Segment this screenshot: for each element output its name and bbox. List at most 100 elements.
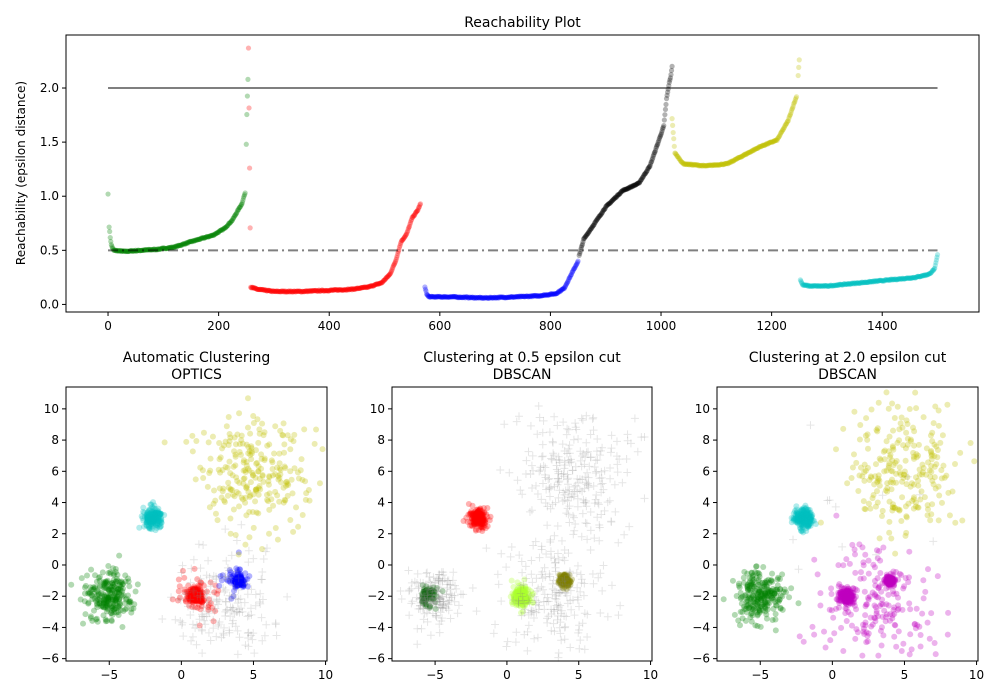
reachability-point	[311, 288, 317, 294]
reachability-point	[312, 288, 318, 294]
reachability-point	[528, 293, 534, 299]
cluster-point	[729, 577, 736, 584]
cluster-point	[107, 585, 114, 592]
noise-point	[528, 451, 537, 460]
reachability-point	[279, 288, 285, 294]
cluster-point	[929, 438, 936, 445]
noise-point	[607, 581, 616, 590]
reachability-point	[271, 288, 278, 294]
reachability-point	[370, 283, 377, 289]
reachability-point	[295, 288, 301, 294]
reachability-point	[304, 288, 310, 294]
reachability-point	[531, 293, 537, 299]
cluster-point	[246, 508, 253, 515]
noise-point	[272, 631, 281, 640]
reachability-point	[237, 204, 243, 211]
cluster-point	[753, 563, 760, 570]
cluster-point	[250, 420, 257, 427]
reachability-point	[446, 294, 452, 300]
reachability-point	[185, 240, 191, 246]
reachability-point	[430, 294, 436, 300]
reachability-point	[669, 63, 675, 69]
reachability-point	[241, 193, 247, 199]
cluster-point	[111, 593, 118, 600]
cluster-point	[298, 456, 305, 463]
reachability-point	[437, 294, 443, 300]
reachability-point	[500, 294, 506, 301]
reachability-point	[414, 208, 420, 214]
reachability-point	[446, 294, 452, 300]
cluster-point	[204, 483, 211, 490]
reachability-point	[465, 295, 472, 301]
reachability-point	[364, 284, 370, 290]
cluster-point	[132, 588, 139, 595]
reachability-point	[512, 294, 519, 300]
noise-point	[640, 494, 649, 503]
reachability-point	[360, 284, 367, 290]
cluster-point	[252, 486, 259, 493]
cluster-point	[268, 457, 275, 464]
reachability-point	[196, 236, 202, 242]
reachability-point	[361, 284, 367, 290]
reachability-point	[307, 288, 314, 294]
reachability-point	[515, 294, 521, 300]
noise-point	[405, 586, 414, 595]
reachability-point	[275, 289, 281, 295]
reachability-point	[485, 295, 491, 301]
noise-point	[600, 506, 609, 515]
cluster-point	[939, 432, 946, 439]
cluster-point	[731, 611, 738, 618]
noise-point	[583, 633, 592, 642]
noise-point	[482, 544, 491, 553]
reachability-point	[202, 235, 208, 241]
reachability-point	[346, 286, 352, 292]
reachability-point	[671, 136, 677, 142]
cluster-point	[879, 507, 886, 514]
reachability-point	[460, 294, 466, 300]
cluster-point	[266, 530, 273, 537]
y-tick-label: 2	[377, 527, 385, 541]
reachability-point	[184, 240, 190, 246]
reachability-point	[468, 294, 474, 301]
cluster-point	[887, 451, 894, 458]
reachability-point	[237, 204, 243, 210]
reachability-point	[207, 233, 213, 239]
cluster-point	[311, 440, 318, 447]
noise-point	[446, 614, 455, 623]
cluster-point	[175, 588, 182, 595]
reachability-point	[302, 288, 308, 294]
y-tick-label: 4	[51, 496, 59, 510]
cluster-point	[246, 448, 253, 455]
reachability-point	[356, 285, 362, 291]
cluster-point	[245, 395, 252, 402]
reachability-point	[259, 286, 265, 293]
reachability-point	[216, 228, 222, 234]
reachability-point	[497, 294, 503, 300]
noise-point	[590, 463, 599, 472]
reachability-point	[344, 287, 350, 293]
reachability-point	[334, 287, 341, 293]
reachability-point	[160, 245, 166, 251]
noise-point	[578, 416, 587, 425]
reachability-point	[376, 281, 383, 287]
reachability-point	[186, 239, 192, 245]
noise-point	[559, 418, 568, 427]
cluster-point	[134, 581, 141, 588]
cluster-point	[756, 573, 763, 580]
reachability-point	[316, 287, 322, 293]
cluster-point	[817, 519, 824, 526]
noise-point	[158, 615, 167, 624]
cluster-point	[82, 611, 89, 618]
noise-point	[523, 646, 532, 655]
cluster-point	[259, 545, 266, 552]
reachability-point	[227, 220, 233, 226]
cluster-point	[863, 415, 870, 422]
reachability-point	[182, 241, 189, 247]
reachability-point	[306, 288, 312, 294]
cluster-point	[862, 506, 869, 513]
y-tick-label: −4	[367, 620, 385, 634]
reachability-point	[480, 295, 487, 301]
noise-point	[620, 530, 629, 539]
reachability-point	[409, 214, 415, 220]
noise-point	[497, 549, 506, 558]
